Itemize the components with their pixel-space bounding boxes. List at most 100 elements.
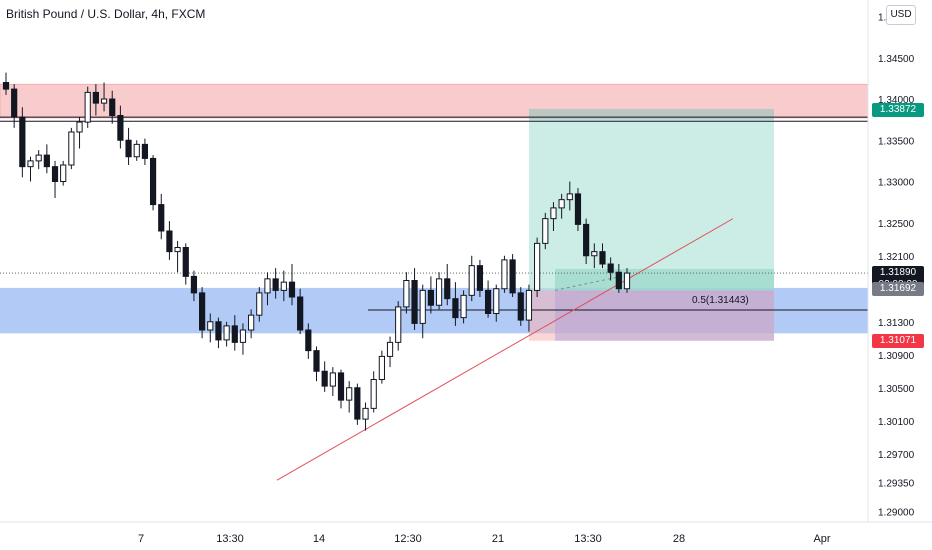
x-tick-label: 13:30	[574, 533, 602, 545]
candle	[60, 160, 67, 186]
current-price-value: 1.31890	[879, 267, 917, 279]
candle	[346, 381, 353, 413]
fib-level-label: 0.5(1.31443)	[692, 294, 749, 306]
candle	[591, 243, 598, 269]
candle	[623, 268, 631, 293]
price-tag: 1.33872	[872, 102, 924, 117]
target-overlay	[529, 108, 774, 120]
x-tick-label: 21	[492, 533, 504, 545]
candle	[133, 140, 140, 161]
candle	[51, 160, 59, 198]
active-profit	[555, 268, 774, 291]
candle	[190, 270, 198, 302]
x-tick-label: 13:30	[216, 533, 244, 545]
y-tick-label: 1.29000	[878, 508, 915, 519]
candle	[501, 255, 508, 293]
y-tick-label: 1.29350	[878, 479, 915, 490]
candle	[395, 301, 402, 351]
candle	[84, 86, 91, 128]
candle	[174, 240, 181, 273]
y-tick-label: 1.34500	[878, 54, 915, 65]
candle	[109, 90, 116, 124]
candle	[215, 317, 222, 349]
candle	[337, 369, 345, 409]
candle	[427, 276, 434, 314]
candle	[149, 155, 157, 211]
y-tick-label: 1.32500	[878, 219, 915, 230]
trend-line	[276, 218, 734, 481]
y-tick-label: 1.34000	[878, 95, 915, 106]
x-tick-label: Apr	[813, 533, 830, 545]
candle	[468, 255, 475, 302]
candle	[599, 243, 606, 269]
y-tick-label: 1.30900	[878, 351, 915, 362]
candle	[362, 402, 369, 431]
x-tick-label: 14	[313, 533, 325, 545]
candle	[207, 313, 214, 343]
candle	[484, 280, 492, 318]
candle	[321, 361, 328, 392]
currency-button[interactable]: USD	[886, 5, 916, 25]
candle	[615, 264, 622, 293]
candle	[182, 243, 189, 285]
candle	[248, 309, 255, 339]
active-loss	[555, 290, 774, 341]
candle	[27, 156, 34, 182]
candle	[419, 284, 426, 339]
candle	[76, 117, 83, 149]
candle	[558, 193, 565, 219]
candle	[117, 105, 124, 149]
candle	[534, 237, 541, 297]
candle	[370, 371, 377, 413]
candle	[411, 268, 418, 330]
y-tick-label: 1.33000	[878, 178, 915, 189]
candle	[272, 268, 279, 299]
x-tick-label: 28	[673, 533, 685, 545]
candle	[239, 323, 247, 355]
candle	[92, 84, 99, 116]
candle	[305, 323, 312, 359]
candle	[264, 272, 271, 306]
candle	[509, 254, 516, 297]
candle	[100, 82, 108, 112]
candle	[125, 127, 132, 165]
candle	[288, 264, 296, 306]
candle	[199, 287, 206, 339]
candle	[329, 367, 336, 396]
candle	[542, 212, 549, 250]
candle	[517, 287, 524, 326]
candle	[280, 270, 287, 302]
candle	[550, 202, 557, 231]
candle	[444, 264, 451, 306]
candle	[566, 181, 573, 211]
candle	[435, 272, 443, 310]
candle	[223, 321, 230, 347]
candle	[354, 383, 361, 425]
y-tick-label: 1.33500	[878, 136, 915, 147]
candle	[403, 272, 410, 314]
candle	[11, 84, 18, 128]
candle	[2, 72, 10, 95]
candle	[141, 138, 149, 165]
y-tick-label: 1.29700	[878, 450, 915, 461]
candle	[231, 315, 238, 351]
candle	[35, 150, 42, 170]
candle	[313, 346, 320, 382]
candle	[607, 257, 614, 281]
candle	[378, 350, 385, 384]
candle	[386, 336, 394, 368]
candle	[166, 221, 173, 260]
candle	[68, 127, 75, 170]
candle	[452, 282, 459, 326]
candle	[525, 284, 533, 332]
y-tick-label: 1.30500	[878, 384, 915, 395]
candle	[19, 107, 26, 178]
candle	[583, 218, 590, 264]
x-tick-label: 12:30	[394, 533, 422, 545]
candle	[460, 290, 467, 324]
candle	[43, 144, 50, 174]
candle	[476, 259, 484, 297]
profit-zone	[529, 108, 774, 291]
candle	[256, 287, 263, 322]
